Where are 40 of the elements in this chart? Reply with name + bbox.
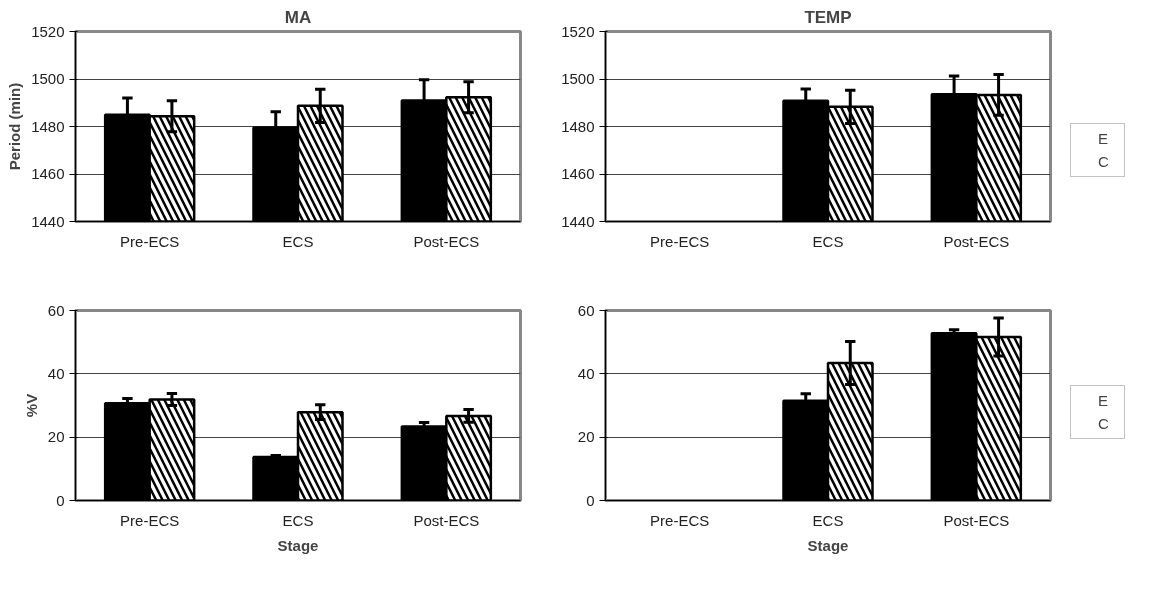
y-tick-label: 20: [47, 428, 65, 446]
x-tick-label: Pre-ECS: [650, 232, 710, 250]
y-tick-label: 0: [586, 491, 595, 509]
x-axis-title: Stage: [277, 536, 319, 554]
x-tick-label: ECS: [282, 511, 314, 529]
text: E: [1098, 392, 1109, 409]
chart-title: TEMP: [804, 7, 852, 27]
y-tick-label: 60: [47, 301, 65, 319]
x-tick-label: Pre-ECS: [120, 511, 180, 529]
y-tick-label: 40: [47, 364, 65, 382]
y-tick-label: 1520: [31, 22, 65, 40]
x-axis-title: Stage: [807, 536, 849, 554]
chart-title: MA: [284, 7, 312, 27]
x-tick-label: Post-ECS: [943, 511, 1010, 529]
y-tick-label: 1480: [561, 117, 595, 135]
y-tick-label: 40: [577, 364, 595, 382]
x-tick-label: Post-ECS: [943, 232, 1010, 250]
y-tick-label: 1480: [31, 117, 65, 135]
y-tick-label: 1500: [31, 70, 65, 87]
y-tick-label: 1440: [561, 212, 595, 230]
y-axis-title: Period (min): [6, 82, 24, 171]
y-tick-label: 60: [577, 301, 595, 319]
x-tick-label: ECS: [812, 511, 844, 529]
text: E: [1098, 130, 1109, 147]
x-tick-label: ECS: [282, 232, 314, 250]
y-tick-label: 1460: [31, 165, 65, 182]
x-tick-label: ECS: [812, 232, 844, 250]
x-tick-label: Pre-ECS: [650, 511, 710, 529]
text: C: [1098, 153, 1110, 170]
x-tick-label: Pre-ECS: [120, 232, 180, 250]
y-tick-label: 1460: [561, 165, 595, 182]
x-tick-label: Post-ECS: [413, 511, 480, 529]
y-tick-label: 1520: [561, 22, 595, 40]
y-tick-label: 1440: [31, 212, 65, 230]
x-tick-label: Post-ECS: [413, 232, 480, 250]
y-tick-label: 0: [56, 491, 65, 509]
text: C: [1098, 415, 1110, 432]
y-axis-title: %V: [22, 393, 40, 418]
y-tick-label: 20: [577, 428, 595, 446]
y-tick-label: 1500: [561, 70, 595, 87]
